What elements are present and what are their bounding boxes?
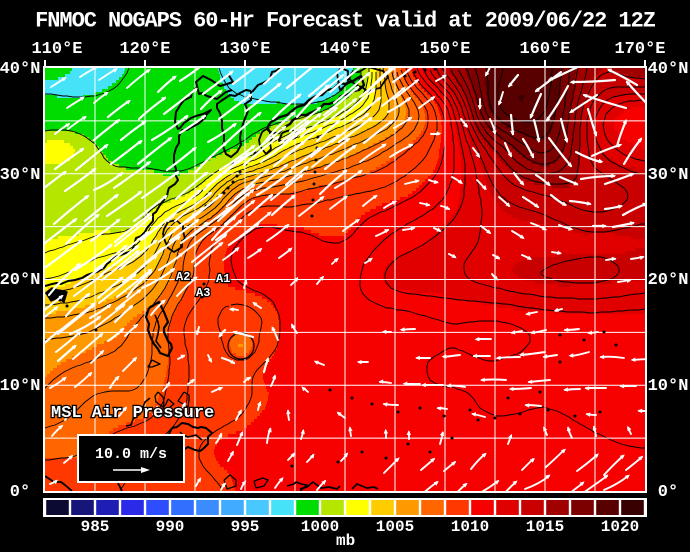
svg-text:170°E: 170°E: [614, 40, 665, 59]
svg-text:40°N: 40°N: [0, 60, 40, 79]
svg-text:30°N: 30°N: [0, 166, 40, 185]
svg-text:1000: 1000: [301, 518, 339, 536]
svg-text:130°E: 130°E: [219, 40, 270, 59]
svg-text:20°N: 20°N: [648, 271, 689, 290]
svg-text:A2: A2: [176, 270, 190, 284]
svg-text:10°N: 10°N: [0, 377, 40, 396]
svg-text:20°N: 20°N: [0, 271, 40, 290]
svg-text:990: 990: [156, 518, 185, 536]
svg-text:1020: 1020: [601, 518, 639, 536]
svg-text:40°N: 40°N: [648, 60, 689, 79]
svg-text:140°E: 140°E: [319, 40, 370, 59]
svg-text:30°N: 30°N: [648, 166, 689, 185]
svg-text:985: 985: [81, 518, 110, 536]
svg-text:0°: 0°: [10, 483, 30, 502]
svg-text:MSL Air Pressure: MSL Air Pressure: [51, 404, 214, 423]
svg-text:mb: mb: [336, 532, 355, 550]
svg-text:FNMOC NOGAPS 60-Hr Forecast va: FNMOC NOGAPS 60-Hr Forecast valid at 200…: [35, 9, 656, 34]
svg-text:10°N: 10°N: [648, 377, 689, 396]
svg-text:1005: 1005: [376, 518, 414, 536]
svg-text:150°E: 150°E: [419, 40, 470, 59]
svg-text:1010: 1010: [451, 518, 489, 536]
svg-text:1015: 1015: [526, 518, 564, 536]
svg-text:110°E: 110°E: [31, 40, 82, 59]
svg-text:A3: A3: [196, 286, 210, 300]
svg-text:120°E: 120°E: [119, 40, 170, 59]
svg-text:0°: 0°: [658, 483, 678, 502]
svg-text:160°E: 160°E: [519, 40, 570, 59]
svg-text:10.0 m/s: 10.0 m/s: [95, 446, 167, 463]
svg-text:995: 995: [231, 518, 260, 536]
svg-text:A1: A1: [216, 272, 230, 286]
